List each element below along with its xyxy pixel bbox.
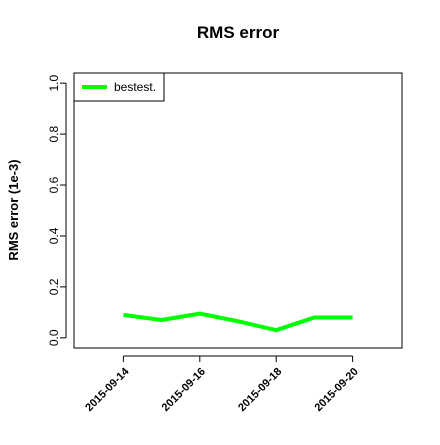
y-tick-label: 0.4 (47, 227, 61, 244)
y-tick-label: 0.2 (47, 278, 61, 295)
series-line (123, 311, 353, 333)
legend-label: bestest. (114, 80, 156, 94)
y-tick-label: 0.0 (47, 329, 61, 346)
x-tick-label: 2015-09-20 (312, 366, 360, 414)
y-axis-label: RMS error (1e-3) (6, 159, 21, 260)
y-tick-label: 0.6 (47, 176, 61, 193)
plot-frame (73, 72, 403, 349)
x-tick-label: 2015-09-14 (83, 365, 132, 414)
y-tick-label: 1.0 (47, 75, 61, 92)
x-tick-label: 2015-09-18 (236, 366, 284, 414)
x-tick-label: 2015-09-16 (160, 366, 208, 414)
y-tick-label: 0.8 (47, 125, 61, 142)
chart-title: RMS error (197, 23, 280, 42)
